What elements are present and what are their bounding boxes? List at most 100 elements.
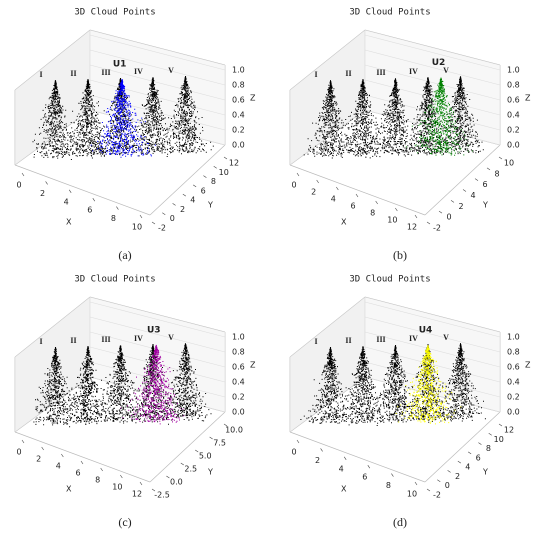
axis-pane <box>424 144 501 216</box>
tick-mark <box>296 172 300 177</box>
cloud-label: III <box>101 68 110 77</box>
z-tick-label: 0.6 <box>232 363 245 372</box>
tick-mark <box>92 198 96 202</box>
y-tick-label: 10 <box>504 159 514 168</box>
tick-mark <box>486 167 491 171</box>
tick-mark <box>166 475 170 479</box>
x-tick-label: 4 <box>56 462 61 471</box>
x-tick-label: 4 <box>339 464 344 473</box>
point-cloud: I <box>32 70 81 160</box>
x-tick-label: 6 <box>87 206 92 215</box>
tick-mark <box>151 221 156 225</box>
z-tick-label: 0.2 <box>232 126 245 135</box>
grid-line <box>364 331 501 368</box>
caption: (c) <box>118 515 131 529</box>
cloud-points <box>433 343 486 422</box>
y-tick-label: -2.5 <box>154 491 170 500</box>
tick-mark <box>391 473 394 477</box>
chart-title: 3D Cloud Points <box>349 275 430 285</box>
point-cloud: I <box>300 337 360 424</box>
tick-mark <box>100 467 103 472</box>
y-tick-label: 0.0 <box>170 478 183 487</box>
y-tick-label: -2 <box>158 224 166 233</box>
tick-mark <box>462 189 467 192</box>
point-cloud: III <box>371 68 416 157</box>
y-axis-label: Y <box>482 468 488 477</box>
x-tick-label: 12 <box>132 490 142 499</box>
caption: (d) <box>393 515 407 529</box>
tick-mark <box>139 481 143 486</box>
y-tick-label: -2 <box>433 491 441 500</box>
x-tick-label: 0 <box>291 181 296 190</box>
x-tick-label: 8 <box>370 209 375 218</box>
grid-line <box>89 34 226 71</box>
tick-mark <box>478 442 482 445</box>
panel: 3D Cloud Points0.00.20.40.60.81.0Z024681… <box>289 8 531 262</box>
tick-mark <box>474 178 479 181</box>
tick-mark <box>21 439 25 444</box>
x-axis-label: X <box>66 485 72 494</box>
x-tick-label: 12 <box>407 223 417 232</box>
cloud-label: IV <box>134 334 143 343</box>
tick-mark <box>498 423 503 427</box>
z-tick-label: 0.0 <box>232 141 245 150</box>
tick-mark <box>296 439 300 444</box>
z-tick-label: 0.0 <box>507 408 520 417</box>
chart-title: 3D Cloud Points <box>74 275 155 285</box>
cloud-points <box>130 77 182 157</box>
cloud-label: III <box>376 335 385 344</box>
z-tick-label: 0.2 <box>507 393 520 402</box>
tick-mark <box>45 181 48 185</box>
cloud-label: III <box>376 68 385 77</box>
y-tick-label: 0 <box>445 481 450 490</box>
grid-line <box>89 64 226 101</box>
x-tick-label: 4 <box>64 197 69 206</box>
tick-mark <box>61 453 64 458</box>
highlight-points <box>120 344 185 425</box>
z-tick-label: 1.0 <box>232 333 245 342</box>
x-tick-label: 2 <box>36 455 41 464</box>
grid-line <box>89 316 226 353</box>
grid-line <box>364 34 501 71</box>
tick-mark <box>336 186 339 191</box>
y-tick-label: 8 <box>486 444 491 453</box>
cloud-label: I <box>314 70 317 79</box>
axis-pane <box>424 411 501 483</box>
highlight-label: U4 <box>419 326 433 336</box>
tick-mark <box>120 474 123 479</box>
tick-mark <box>447 470 451 473</box>
x-tick-label: 10 <box>112 483 122 492</box>
cloud-points <box>303 80 356 159</box>
cloud-label: II <box>345 336 351 345</box>
axis-pane <box>14 164 151 216</box>
z-axis-label: Z <box>525 361 531 370</box>
point-cloud: II <box>337 69 390 159</box>
cloud-label: V <box>168 333 174 342</box>
tick-mark <box>355 193 359 198</box>
cloud-points <box>365 345 424 423</box>
axis-pane <box>149 411 226 483</box>
tick-mark <box>498 156 503 160</box>
tick-mark <box>172 203 176 206</box>
point-cloud: V <box>433 333 486 422</box>
tick-mark <box>209 436 213 440</box>
x-tick-label: 6 <box>75 469 80 478</box>
z-axis-label: Z <box>250 361 256 370</box>
z-tick-label: 0.8 <box>232 81 245 90</box>
point-cloud: II <box>59 69 111 159</box>
cloud-label: V <box>443 66 449 75</box>
cloud-label: II <box>345 69 351 78</box>
caption: (b) <box>393 248 407 262</box>
panel: 3D Cloud Points0.00.20.40.60.81.0Z024681… <box>14 8 256 262</box>
y-tick-label: 10 <box>494 435 504 444</box>
y-tick-label: 0 <box>170 214 175 223</box>
point-cloud: II <box>340 336 392 426</box>
cloud-label: I <box>39 70 42 79</box>
y-tick-label: 2.5 <box>184 465 197 474</box>
z-tick-label: 0.4 <box>232 378 245 387</box>
point-cloud: III <box>93 335 145 424</box>
cloud-points <box>155 76 214 154</box>
y-tick-label: 10.0 <box>225 426 243 435</box>
point-cloud: V <box>155 66 214 154</box>
point-cloud: V <box>439 66 484 155</box>
